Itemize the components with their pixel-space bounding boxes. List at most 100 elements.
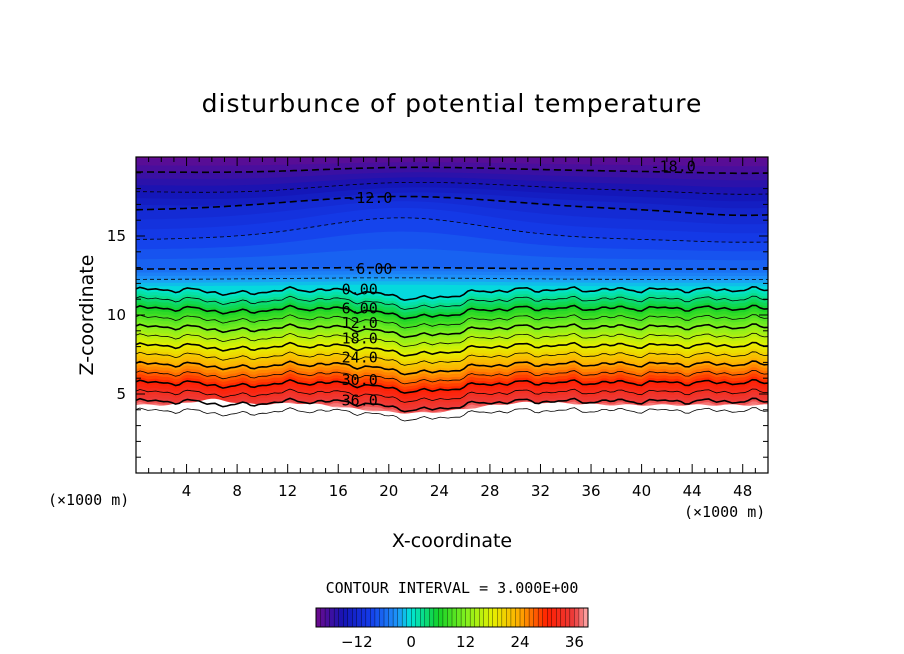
contour-label: 18.0 — [342, 330, 378, 348]
colorbar-swatch — [451, 607, 458, 628]
y-axis-label: Z-coordinate — [76, 255, 98, 376]
plot-area — [136, 157, 768, 473]
colorbar-swatch — [469, 607, 476, 628]
x-tick-label: 4 — [182, 482, 192, 500]
colorbar-tick-label: 24 — [510, 633, 529, 651]
colorbar-swatch — [519, 607, 526, 628]
colorbar-swatch — [551, 607, 557, 628]
colorbar-swatch — [433, 607, 439, 628]
contour-label: -18.0 — [651, 157, 696, 175]
contour-line — [136, 166, 768, 175]
colorbar-swatch — [542, 607, 548, 628]
colorbar-swatch — [574, 607, 580, 628]
colorbar-swatch — [420, 607, 426, 628]
colorbar-swatch — [383, 607, 390, 628]
x-tick-label: 40 — [632, 482, 651, 500]
y-axis-unit: (×1000 m) — [48, 491, 129, 509]
x-tick-label: 24 — [430, 482, 449, 500]
contour-label: 36.0 — [342, 391, 378, 409]
contour-line — [136, 332, 768, 348]
x-axis-ticks: 4 8 12 16 20 24 28 32 36 40 44 48 — [148, 157, 756, 500]
contour-line — [136, 341, 768, 357]
colorbar-swatch — [438, 607, 444, 628]
colorbar-swatch — [560, 607, 566, 628]
colorbar-tick-label: 36 — [565, 633, 584, 651]
colorbar-swatch — [329, 607, 335, 628]
colorbar-swatch — [392, 607, 399, 628]
contour-label: 0.00 — [342, 281, 378, 299]
contour-label: -6.00 — [347, 260, 392, 278]
contour-line — [136, 304, 768, 320]
colorbar-swatch — [374, 607, 380, 628]
x-axis-label: X-coordinate — [392, 530, 512, 552]
colorbar-swatch — [578, 607, 584, 628]
colorbar-swatch — [533, 607, 539, 628]
contour-line — [136, 217, 768, 243]
x-tick-label: 16 — [329, 482, 348, 500]
contour-line — [136, 266, 768, 270]
colorbar-swatch — [370, 607, 376, 628]
colorbar-swatch — [537, 607, 544, 628]
colorbar-swatch — [515, 607, 521, 628]
colorbar-swatch — [324, 607, 331, 628]
contour-line — [136, 397, 768, 413]
y-tick-label: 15 — [107, 227, 126, 245]
x-tick-label: 32 — [531, 482, 550, 500]
colorbar-swatch — [506, 607, 512, 628]
x-tick-label: 20 — [379, 482, 398, 500]
colorbar-swatch — [401, 607, 408, 628]
colorbar-swatch — [528, 607, 535, 628]
colorbar-swatch — [361, 607, 367, 628]
chart-title: disturbunce of potential temperature — [202, 89, 703, 118]
colorbar-tick-label: 12 — [456, 633, 475, 651]
colorbar-frame — [315, 607, 589, 628]
colorbar-swatch — [333, 607, 340, 628]
contour-line — [136, 277, 768, 280]
colorbar-swatch — [388, 607, 394, 628]
contour-interval-label: CONTOUR INTERVAL = 3.000E+00 — [326, 579, 579, 597]
colorbar-swatch — [343, 607, 349, 628]
contour-line — [136, 351, 768, 366]
terrain-mask — [136, 398, 768, 473]
colorbar-swatch — [356, 607, 362, 628]
y-tick-label: 10 — [107, 306, 126, 324]
colorbar-swatch — [492, 607, 498, 628]
colorbar-swatch — [411, 607, 417, 628]
contour-line — [136, 295, 768, 310]
colorbar-swatch — [379, 607, 385, 628]
colorbar-swatch — [474, 607, 480, 628]
contour-line — [136, 314, 768, 329]
contour-line — [136, 285, 768, 302]
contour-lines — [136, 166, 768, 422]
x-tick-label: 28 — [480, 482, 499, 500]
colorbar-swatch — [460, 607, 467, 628]
contour-line — [136, 323, 768, 339]
colorbar-swatch — [424, 607, 430, 628]
colorbar-swatch — [501, 607, 507, 628]
x-tick-label: 36 — [581, 482, 600, 500]
colorbar-swatch — [547, 607, 553, 628]
contour-line — [136, 195, 768, 217]
colorbar-swatch — [415, 607, 421, 628]
colorbar-swatch — [479, 607, 485, 628]
contour-label: 24.0 — [342, 349, 378, 367]
contour-line — [136, 407, 768, 422]
y-axis-ticks: 5 10 15 — [107, 172, 768, 458]
colorbar-swatch — [320, 607, 326, 628]
y-tick-label: 5 — [116, 385, 126, 403]
contour-label: 6.00 — [342, 300, 378, 318]
colorbar-swatch — [397, 607, 403, 628]
colorbar-swatch — [483, 607, 489, 628]
colorbar-swatch — [569, 607, 575, 628]
colorbar-swatch — [465, 607, 471, 628]
colorbar-swatch — [352, 607, 358, 628]
colorbar-swatch — [429, 607, 435, 628]
colorbar-swatch — [442, 607, 448, 628]
colorbar-swatch — [556, 607, 562, 628]
colorbar-tick-label: −12 — [341, 633, 373, 651]
colorbar-swatch — [497, 607, 503, 628]
colorbar-tick-label: 0 — [406, 633, 416, 651]
contour-label: 30.0 — [342, 371, 378, 389]
